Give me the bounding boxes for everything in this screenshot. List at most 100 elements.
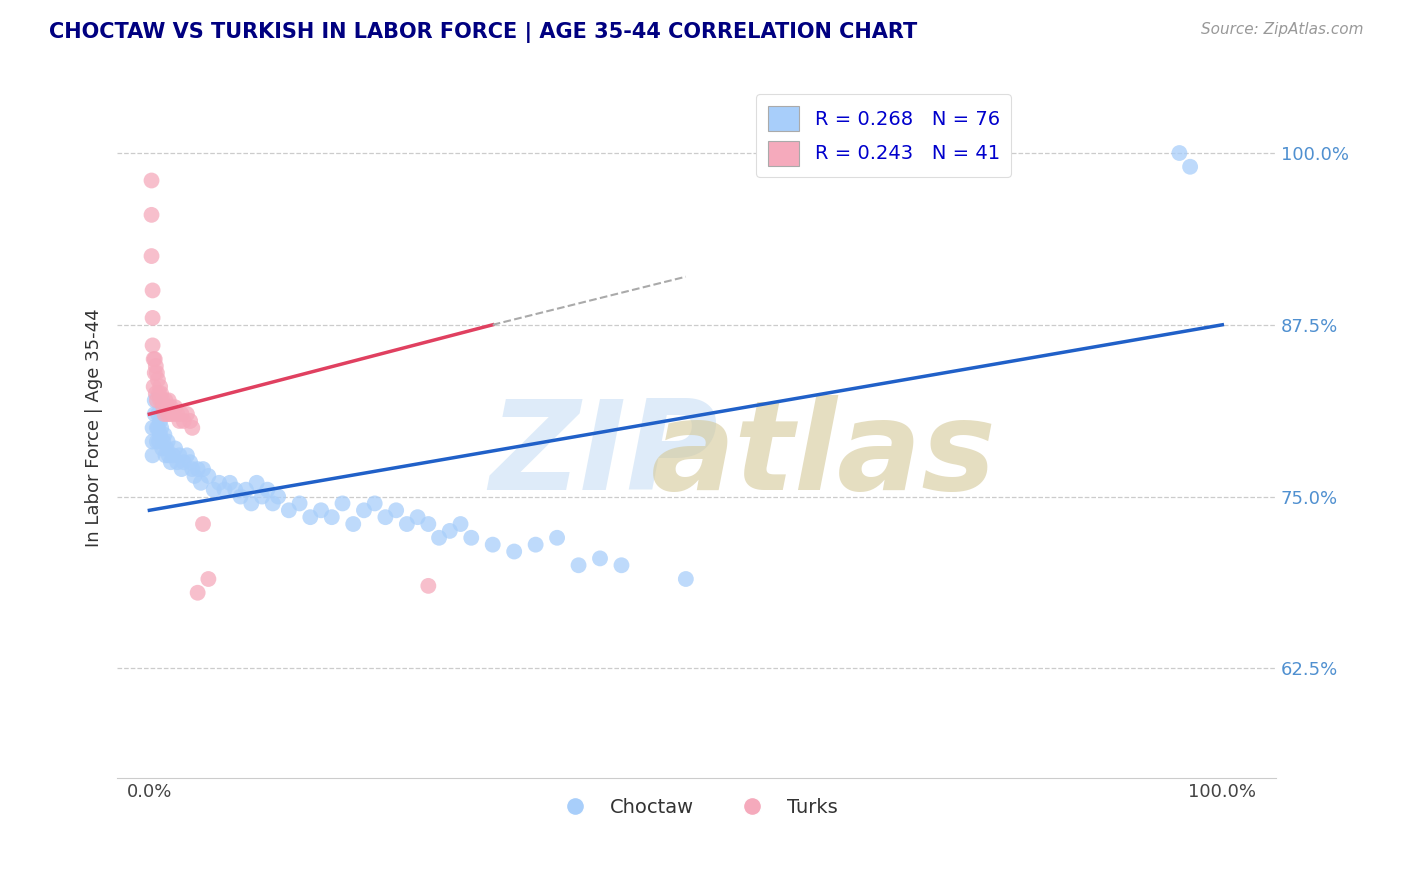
Point xyxy=(191,516,214,531)
Point xyxy=(235,483,257,497)
Point xyxy=(183,469,205,483)
Point xyxy=(202,483,225,497)
Point xyxy=(589,551,612,566)
Point xyxy=(187,586,209,600)
Point xyxy=(385,503,408,517)
Point xyxy=(143,393,166,408)
Point xyxy=(208,475,231,490)
Point xyxy=(267,490,290,504)
Point xyxy=(149,427,172,442)
Point xyxy=(179,414,201,428)
Point xyxy=(460,531,482,545)
Point xyxy=(150,393,173,408)
Point xyxy=(166,407,188,421)
Point xyxy=(250,490,273,504)
Point xyxy=(170,407,193,421)
Point xyxy=(299,510,322,524)
Text: CHOCTAW VS TURKISH IN LABOR FORCE | AGE 35-44 CORRELATION CHART: CHOCTAW VS TURKISH IN LABOR FORCE | AGE … xyxy=(49,22,918,44)
Point xyxy=(143,352,166,367)
Point xyxy=(146,373,169,387)
Point xyxy=(170,462,193,476)
Point xyxy=(153,407,176,421)
Point xyxy=(176,407,198,421)
Legend: Choctaw, Turks: Choctaw, Turks xyxy=(547,790,845,824)
Point xyxy=(156,434,179,449)
Y-axis label: In Labor Force | Age 35-44: In Labor Force | Age 35-44 xyxy=(86,309,103,547)
Point xyxy=(150,442,173,456)
Point xyxy=(181,462,204,476)
Point xyxy=(321,510,343,524)
Point xyxy=(157,448,180,462)
Point xyxy=(146,393,169,408)
Point xyxy=(187,462,209,476)
Point xyxy=(162,448,184,462)
Point xyxy=(353,503,375,517)
Point xyxy=(524,538,547,552)
Point xyxy=(143,366,166,380)
Point xyxy=(197,469,219,483)
Point xyxy=(156,407,179,421)
Point xyxy=(406,510,429,524)
Point xyxy=(395,516,418,531)
Point xyxy=(157,393,180,408)
Point xyxy=(152,434,174,449)
Point xyxy=(181,421,204,435)
Point xyxy=(160,401,183,415)
Point xyxy=(173,414,195,428)
Point xyxy=(160,455,183,469)
Point xyxy=(374,510,396,524)
Point xyxy=(148,386,170,401)
Point xyxy=(142,421,165,435)
Point xyxy=(146,421,169,435)
Point xyxy=(179,455,201,469)
Point xyxy=(162,407,184,421)
Point xyxy=(142,434,165,449)
Point xyxy=(142,338,165,352)
Point xyxy=(141,249,163,263)
Point xyxy=(155,442,177,456)
Text: atlas: atlas xyxy=(651,395,997,516)
Point xyxy=(246,475,269,490)
Point xyxy=(567,558,589,573)
Point xyxy=(165,401,187,415)
Point xyxy=(481,538,503,552)
Point xyxy=(610,558,633,573)
Point xyxy=(229,490,252,504)
Point xyxy=(288,496,311,510)
Point xyxy=(546,531,568,545)
Point xyxy=(149,393,172,408)
Point xyxy=(146,421,169,435)
Point xyxy=(148,434,170,449)
Point xyxy=(173,455,195,469)
Point xyxy=(155,393,177,408)
Point xyxy=(190,475,212,490)
Point xyxy=(262,496,284,510)
Point xyxy=(141,173,163,187)
Point xyxy=(166,455,188,469)
Point xyxy=(218,475,240,490)
Point xyxy=(214,483,236,497)
Point xyxy=(150,421,173,435)
Point xyxy=(332,496,354,510)
Point xyxy=(224,483,246,497)
Point xyxy=(149,414,172,428)
Point xyxy=(146,434,169,449)
Point xyxy=(427,531,450,545)
Point xyxy=(503,544,526,558)
Point xyxy=(439,524,461,538)
Point xyxy=(165,442,187,456)
Text: Source: ZipAtlas.com: Source: ZipAtlas.com xyxy=(1201,22,1364,37)
Point xyxy=(675,572,697,586)
Point xyxy=(142,352,165,367)
Point xyxy=(143,407,166,421)
Point xyxy=(142,310,165,325)
Point xyxy=(142,448,165,462)
Text: ZIP: ZIP xyxy=(489,395,718,516)
Point xyxy=(169,448,191,462)
Point xyxy=(1168,146,1191,161)
Point xyxy=(159,407,181,421)
Point xyxy=(256,483,278,497)
Point xyxy=(450,516,472,531)
Point xyxy=(418,579,440,593)
Point xyxy=(155,448,177,462)
